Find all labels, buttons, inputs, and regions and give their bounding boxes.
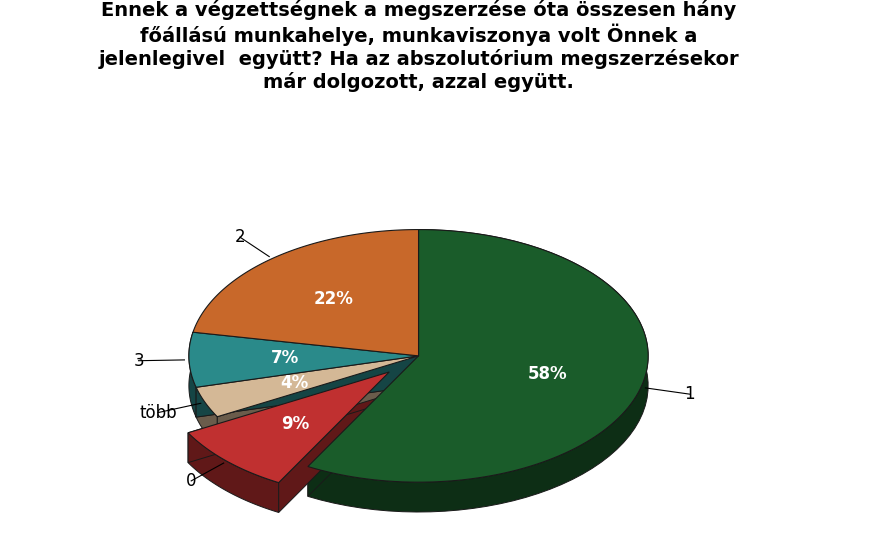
Polygon shape [189,332,196,417]
Polygon shape [308,229,648,482]
Polygon shape [217,356,419,446]
Text: 1: 1 [684,385,695,403]
Polygon shape [279,372,389,512]
Polygon shape [308,356,419,497]
Text: több: több [140,403,177,422]
Polygon shape [196,356,419,417]
Text: 2: 2 [235,228,245,246]
Polygon shape [193,229,419,356]
Text: 7%: 7% [271,349,299,367]
Polygon shape [196,387,217,446]
Text: 0: 0 [186,472,196,490]
Text: 58%: 58% [528,365,568,383]
Polygon shape [189,332,419,387]
Polygon shape [188,372,389,483]
Polygon shape [196,356,419,417]
Text: 4%: 4% [281,374,309,392]
Polygon shape [308,229,648,512]
Text: 9%: 9% [281,415,309,433]
Polygon shape [196,356,419,417]
Polygon shape [188,433,279,512]
Text: Ennek a végzettségnek a megszerzése óta összesen hány
főállású munkahelye, munka: Ennek a végzettségnek a megszerzése óta … [98,0,739,93]
Polygon shape [188,372,389,463]
Text: 3: 3 [133,352,144,370]
Text: 22%: 22% [313,290,353,309]
